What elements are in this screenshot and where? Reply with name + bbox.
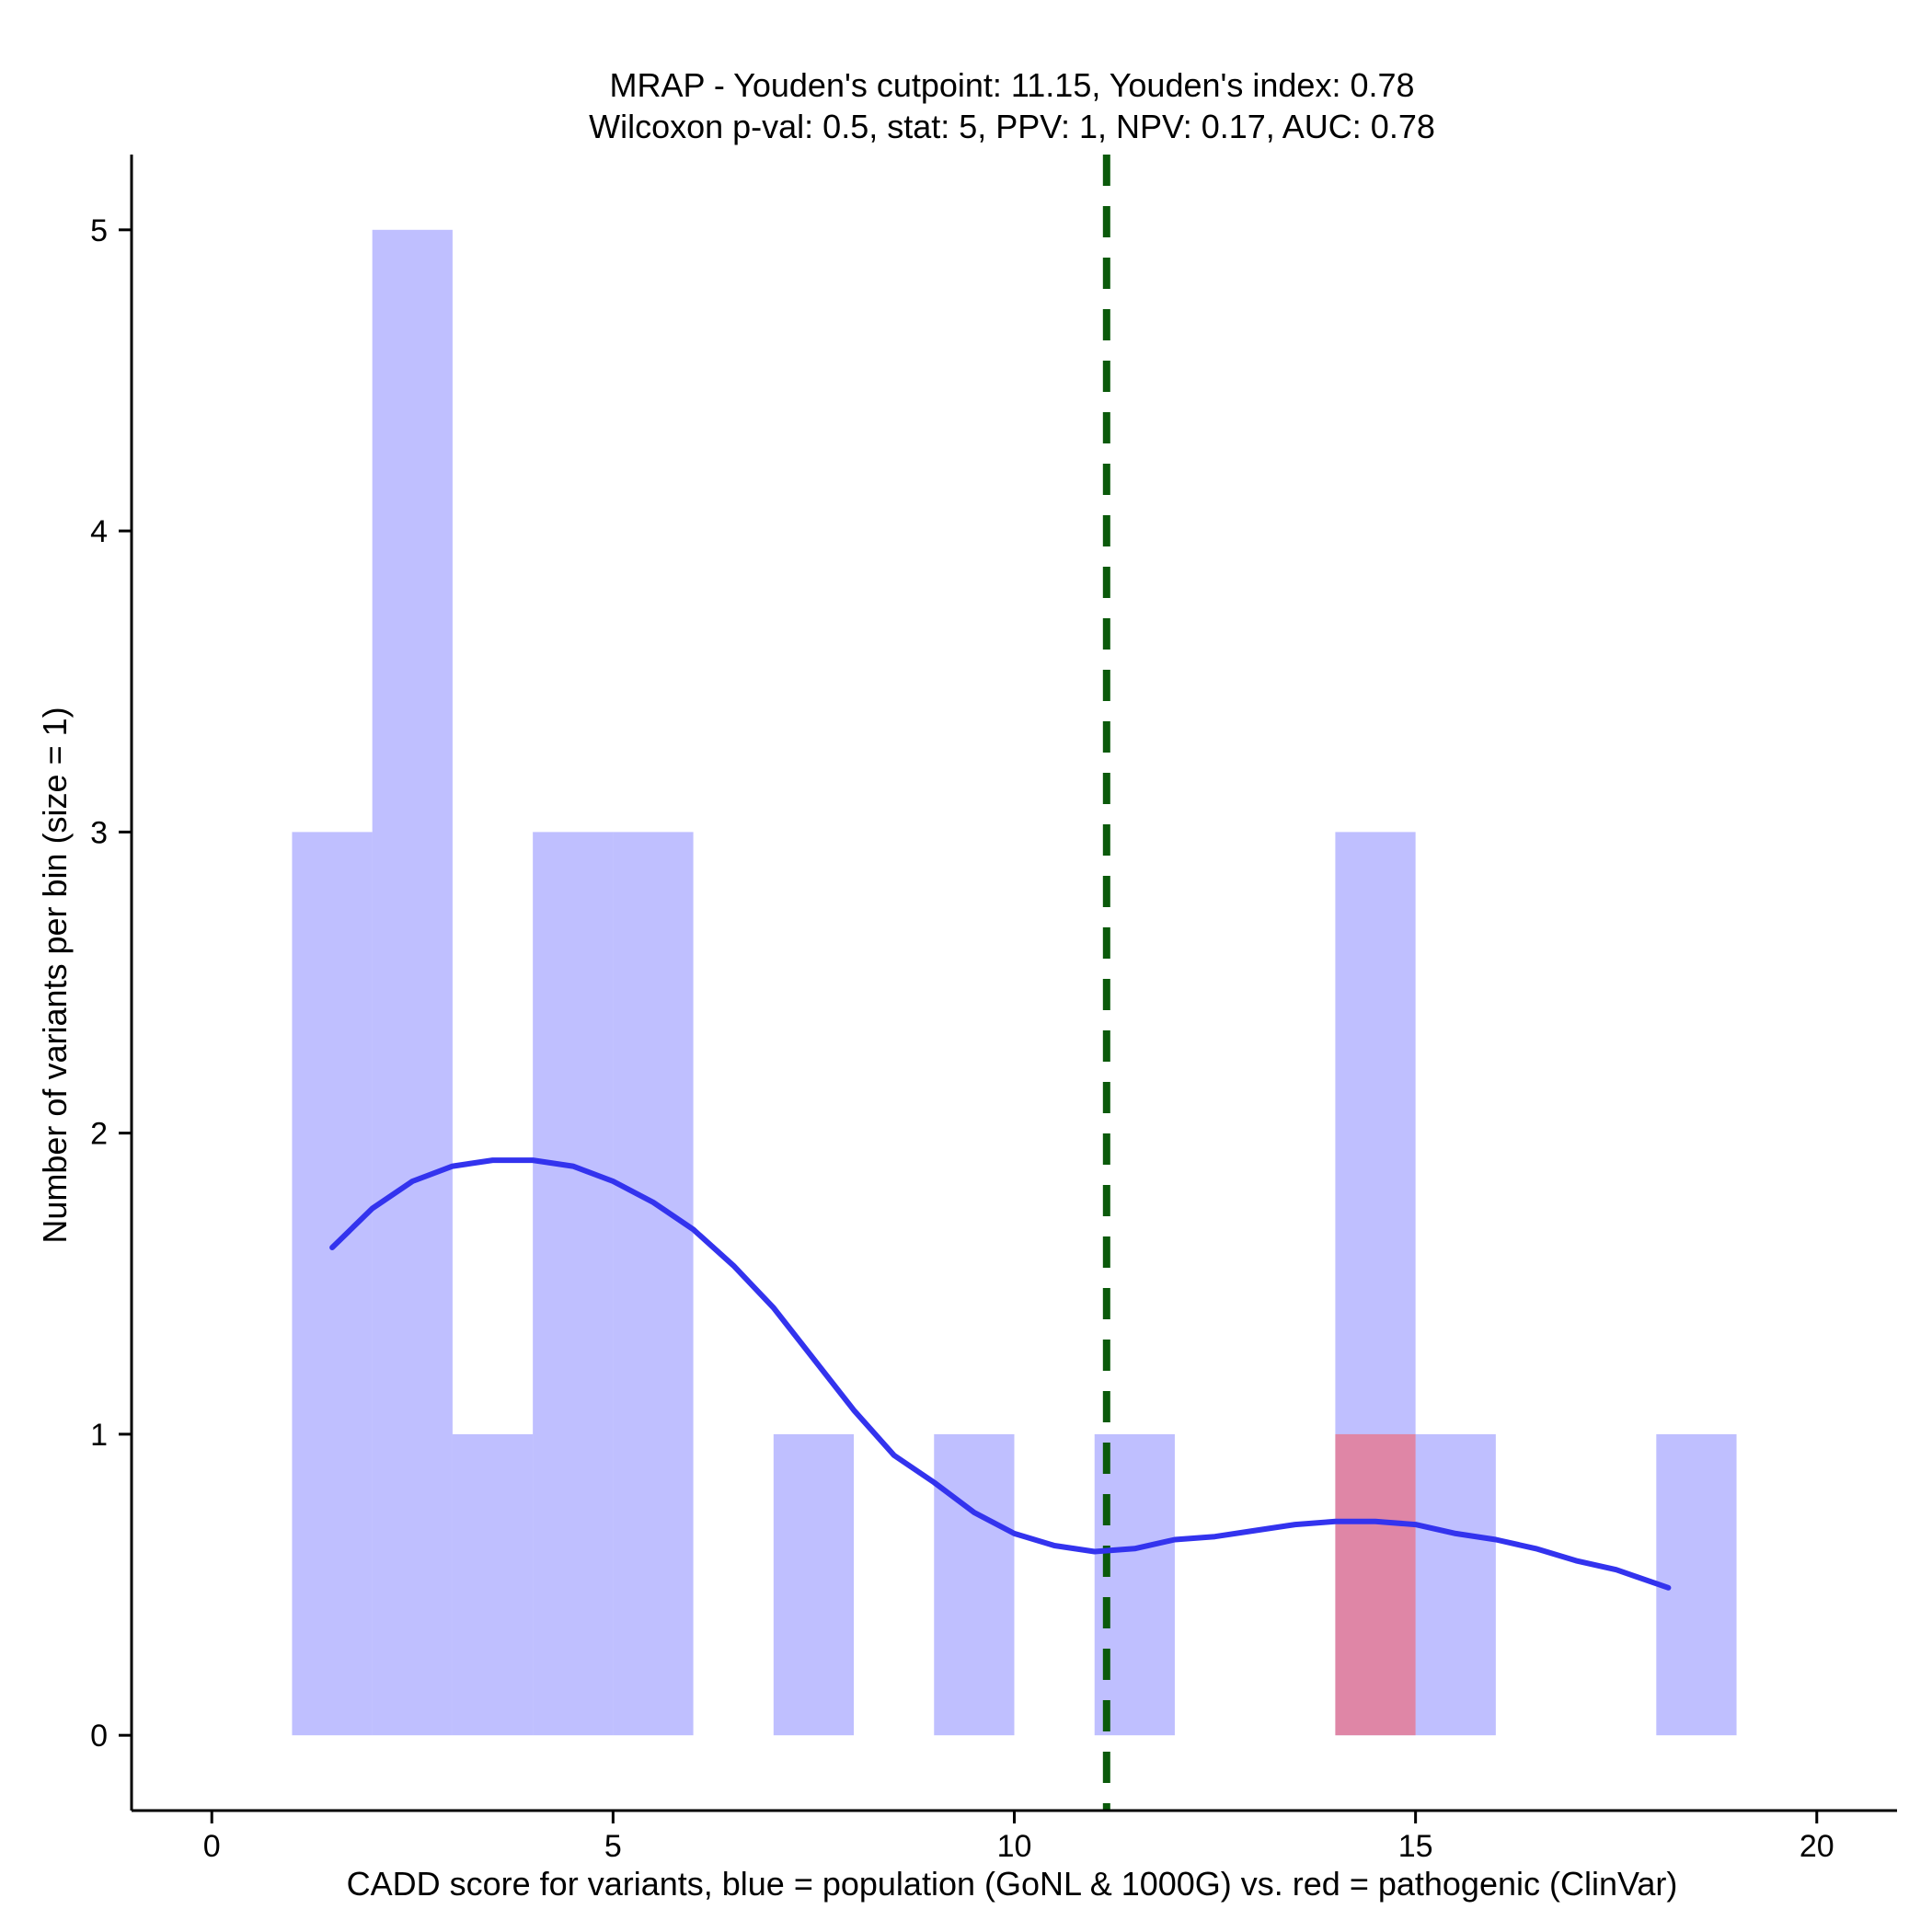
population-bar [934, 1433, 1015, 1736]
population-bar [292, 832, 373, 1736]
density-curve-group [329, 1157, 1672, 1591]
y-tick-label: 2 [90, 1117, 108, 1152]
x-tick-label: 10 [997, 1829, 1032, 1864]
density-curve [329, 1157, 1672, 1591]
y-tick-label: 1 [90, 1418, 108, 1453]
x-tick-label: 20 [1800, 1829, 1834, 1864]
chart-title-line1: MRAP - Youden's cutpoint: 11.15, Youden'… [609, 66, 1414, 104]
y-axis-label: Number of variants per bin (size = 1) [36, 707, 74, 1243]
y-tick-label: 3 [90, 815, 108, 850]
population-bar [1094, 1433, 1175, 1736]
axis-ticks: 0 5 10 15 20 0 1 2 3 4 5 [90, 213, 1834, 1864]
population-bar [613, 832, 694, 1736]
x-axis-label: CADD score for variants, blue = populati… [347, 1865, 1678, 1903]
y-tick-label: 0 [90, 1719, 108, 1754]
histogram-bars [292, 229, 1737, 1736]
y-tick-label: 4 [90, 514, 108, 549]
population-bar [1656, 1433, 1737, 1736]
population-bar [1415, 1433, 1496, 1736]
population-bar [773, 1433, 855, 1736]
population-bar [533, 832, 614, 1736]
y-tick-label: 5 [90, 213, 108, 248]
population-bar [452, 1433, 534, 1736]
pathogenic-bar [1335, 1433, 1416, 1736]
x-tick-label: 0 [203, 1829, 221, 1864]
x-tick-label: 15 [1398, 1829, 1433, 1864]
chart-title-line2: Wilcoxon p-val: 0.5, stat: 5, PPV: 1, NP… [589, 108, 1435, 145]
x-tick-label: 5 [604, 1829, 622, 1864]
population-bar [372, 229, 453, 1736]
